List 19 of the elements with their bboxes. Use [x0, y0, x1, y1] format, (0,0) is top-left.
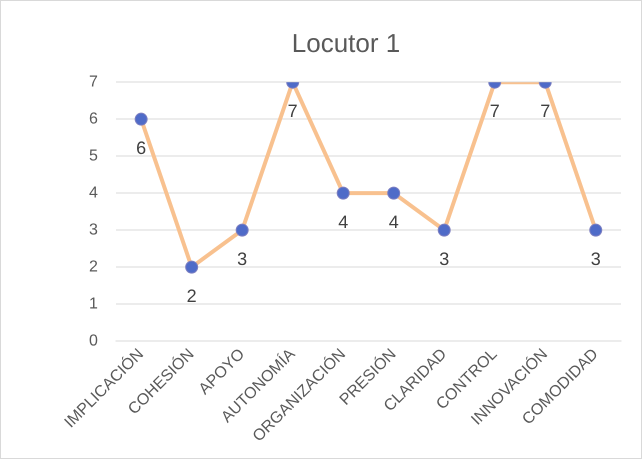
data-label: 3: [439, 249, 450, 270]
y-tick-label: 2: [88, 258, 98, 276]
data-label: 7: [490, 101, 500, 122]
data-label: 7: [288, 101, 298, 122]
data-label: 3: [590, 249, 601, 270]
chart-title: Locutor 1: [292, 28, 400, 58]
data-label: 3: [237, 249, 248, 270]
y-tick-label: 7: [88, 74, 98, 91]
data-label: 4: [388, 212, 399, 232]
data-label: 6: [136, 138, 146, 158]
y-tick-label: 5: [88, 148, 98, 165]
data-label: 4: [338, 212, 348, 232]
y-tick-label: 4: [88, 184, 98, 202]
y-tick-label: 3: [88, 222, 98, 239]
data-label: 7: [540, 101, 550, 122]
y-tick-label: 1: [88, 295, 98, 312]
y-tick-label: 6: [88, 110, 98, 128]
data-label: 2: [186, 286, 197, 306]
y-tick-label: 0: [88, 332, 98, 350]
